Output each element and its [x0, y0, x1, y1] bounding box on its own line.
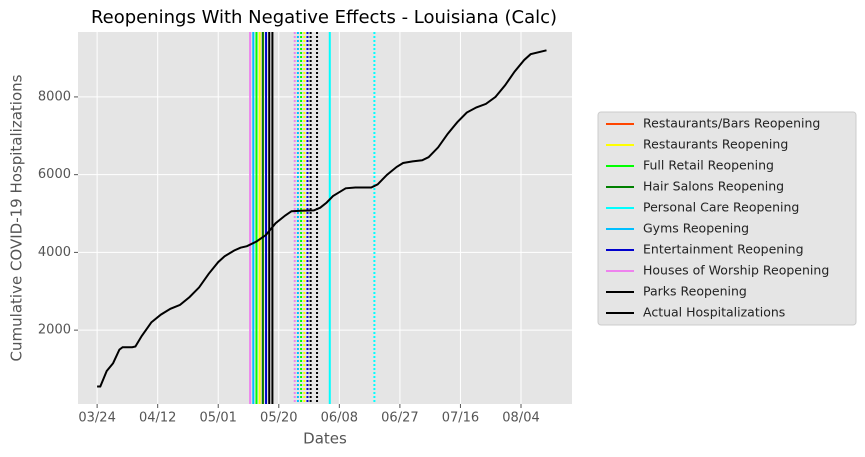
plot-area — [78, 32, 572, 404]
x-tick-label: 08/04 — [502, 411, 539, 426]
x-tick-label: 03/24 — [78, 411, 115, 426]
legend-label: Full Retail Reopening — [643, 158, 774, 173]
y-tick-label: 2000 — [38, 323, 71, 338]
x-tick-label: 06/27 — [381, 411, 418, 426]
x-tick-label: 07/16 — [442, 411, 479, 426]
legend-label: Entertainment Reopening — [643, 242, 804, 257]
x-tick-label: 06/08 — [321, 411, 358, 426]
legend-label: Actual Hospitalizations — [643, 305, 785, 320]
chart-title: Reopenings With Negative Effects - Louis… — [91, 7, 557, 28]
y-tick-label: 8000 — [38, 89, 71, 104]
legend-label: Houses of Worship Reopening — [643, 263, 829, 278]
legend-label: Hair Salons Reopening — [643, 179, 784, 194]
x-tick-label: 05/20 — [260, 411, 297, 426]
x-tick-label: 05/01 — [199, 411, 236, 426]
legend — [597, 111, 857, 326]
y-axis-label: Cumulative COVID-19 Hospitalizations — [8, 74, 26, 361]
x-tick-label: 04/12 — [139, 411, 176, 426]
y-tick-label: 4000 — [38, 245, 71, 260]
y-tick-label: 6000 — [38, 167, 71, 182]
hospitalization-line — [97, 49, 547, 388]
x-axis-label: Dates — [303, 430, 347, 448]
legend-label: Restaurants Reopening — [643, 137, 788, 152]
legend-label: Gyms Reopening — [643, 221, 749, 236]
legend-label: Parks Reopening — [643, 284, 747, 299]
legend-label: Personal Care Reopening — [643, 200, 799, 215]
legend-label: Restaurants/Bars Reopening — [643, 116, 820, 131]
